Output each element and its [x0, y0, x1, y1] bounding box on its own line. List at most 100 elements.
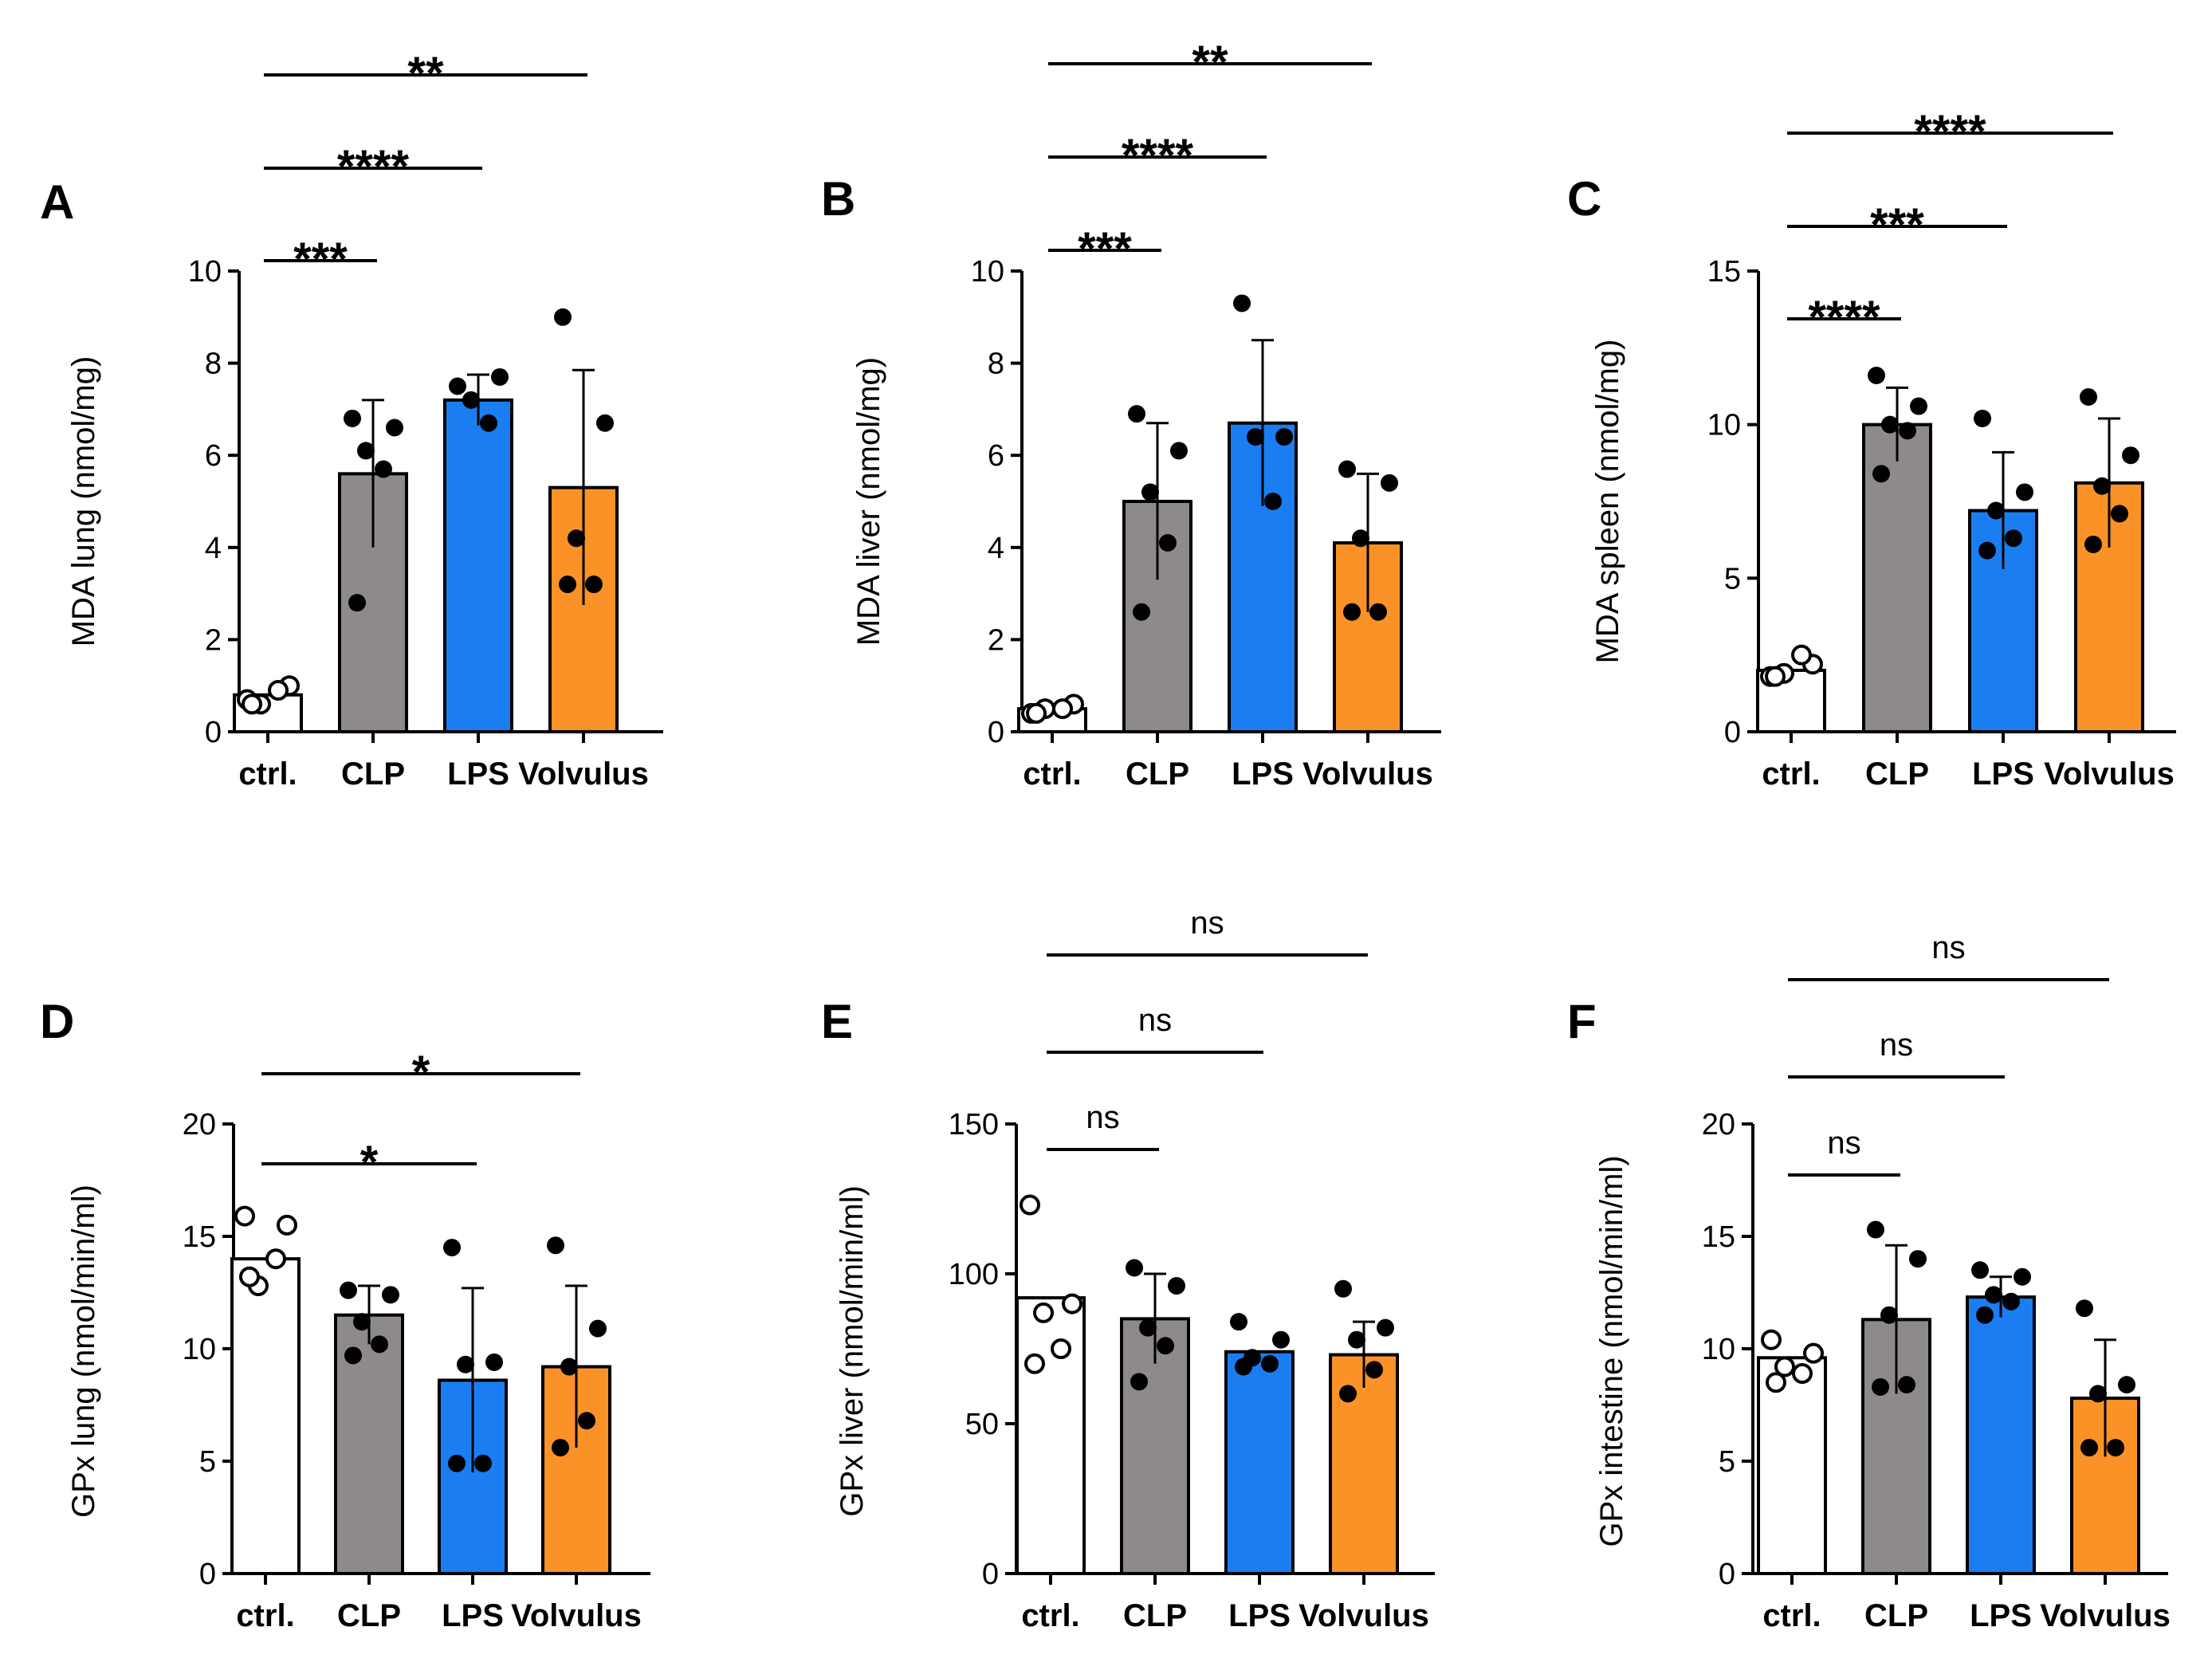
data-point-ctrl — [1765, 666, 1786, 687]
y-tick-label: 5 — [1719, 1445, 1735, 1479]
y-tick-label: 0 — [205, 716, 222, 749]
data-point-clp — [357, 442, 375, 460]
data-point-ctrl — [277, 1214, 297, 1236]
significance-label: *** — [1870, 199, 1924, 251]
data-point-clp — [1880, 1306, 1898, 1324]
data-point-volvulus — [1369, 603, 1387, 621]
significance-label: **** — [337, 141, 410, 193]
significance-label: * — [412, 1047, 430, 1098]
data-point-ctrl — [234, 1205, 255, 1227]
data-point-lps — [1275, 428, 1293, 446]
y-tick-label: 5 — [199, 1445, 216, 1479]
y-tick-label: 150 — [949, 1108, 999, 1141]
y-tick-label: 10 — [1702, 1333, 1735, 1366]
data-point-lps — [480, 414, 497, 432]
x-tick-label-ctrl: ctrl. — [236, 1598, 294, 1633]
data-point-lps — [485, 1353, 503, 1371]
data-point-clp — [1910, 397, 1927, 415]
x-tick-label-ctrl: ctrl. — [1762, 756, 1820, 792]
panel-c: C MDA spleen (nmol/mg) 0 5 10 15 ctrl. CLP LPS Vo… — [1567, 106, 2176, 792]
x-tick-label-ctrl: ctrl. — [1762, 1598, 1821, 1633]
data-point-ctrl — [1024, 1353, 1045, 1374]
significance-label: ns — [1086, 1100, 1119, 1135]
data-point-ctrl — [1766, 1372, 1786, 1393]
data-point-clp — [1133, 603, 1150, 621]
y-tick-label: 8 — [988, 348, 1004, 381]
data-point-clp — [1881, 415, 1899, 434]
data-point-clp — [353, 1313, 371, 1331]
data-point-lps — [474, 1454, 492, 1472]
data-point-clp — [1898, 1376, 1915, 1394]
y-tick-label: 15 — [1702, 1220, 1735, 1254]
y-tick-label: 50 — [965, 1408, 999, 1441]
bar-lps — [1224, 1350, 1295, 1575]
data-point-ctrl — [1052, 698, 1073, 720]
data-point-volvulus — [2118, 1376, 2135, 1394]
x-tick-label-volvulus: Volvulus — [511, 1598, 642, 1633]
y-tick-label: 6 — [205, 439, 222, 473]
y-tick-label: 15 — [183, 1220, 216, 1254]
significance-label: * — [360, 1137, 379, 1189]
data-point-ctrl — [1020, 1194, 1040, 1216]
data-point-volvulus — [547, 1236, 564, 1255]
significance-label: ns — [1138, 1003, 1172, 1038]
data-point-clp — [371, 1335, 388, 1354]
data-point-ctrl — [1761, 1329, 1782, 1350]
data-point-clp — [1868, 367, 1885, 385]
data-point-lps — [1261, 1354, 1279, 1373]
data-point-volvulus — [1338, 460, 1356, 478]
x-tick-label-clp: CLP — [337, 1598, 401, 1633]
data-point-clp — [1170, 442, 1188, 460]
significance-label: ns — [1190, 906, 1224, 941]
y-tick-label: 6 — [988, 439, 1004, 473]
data-point-volvulus — [578, 1412, 595, 1430]
data-point-volvulus — [1348, 1330, 1365, 1349]
data-point-volvulus — [2084, 535, 2102, 553]
data-point-ctrl — [1791, 644, 1812, 666]
data-point-clp — [1909, 1250, 1927, 1268]
y-tick-label: 10 — [188, 255, 222, 289]
significance-label: ns — [1931, 930, 1965, 965]
data-point-volvulus — [552, 1439, 569, 1457]
y-tick-label: 15 — [1707, 255, 1741, 289]
data-point-lps — [1971, 1261, 1989, 1279]
significance-label: *** — [1078, 223, 1132, 275]
data-point-clp — [1157, 1337, 1174, 1355]
data-point-volvulus — [2080, 387, 2097, 406]
panel-e: E GPx liver (nmol/min/ml) 0 50 100 150 ctrl. CL… — [821, 906, 1435, 1633]
x-tick-label-volvulus: Volvulus — [2044, 756, 2175, 792]
data-point-volvulus — [1377, 1318, 1394, 1337]
data-point-volvulus — [2111, 505, 2128, 523]
x-tick-label-clp: CLP — [1126, 756, 1189, 792]
significance-label: ** — [407, 48, 444, 100]
y-tick-label: 0 — [982, 1558, 999, 1591]
y-axis-label: GPx intestine (nmol/min/ml) — [1594, 1155, 1629, 1546]
y-tick-label: 2 — [205, 623, 222, 657]
x-tick-label-lps: LPS — [447, 756, 509, 792]
data-point-clp — [348, 594, 366, 612]
significance-label: ns — [1827, 1126, 1860, 1161]
bar-ctrl — [1757, 1356, 1827, 1576]
panel-letter: D — [40, 995, 74, 1048]
data-point-clp — [1899, 422, 1916, 440]
data-point-clp — [1872, 1377, 1889, 1396]
data-point-volvulus — [568, 529, 585, 548]
data-point-lps — [1974, 409, 1991, 427]
x-tick-label-volvulus: Volvulus — [1299, 1598, 1429, 1633]
y-tick-label: 2 — [988, 623, 1004, 657]
data-point-clp — [1128, 405, 1145, 423]
data-point-volvulus — [560, 1358, 578, 1376]
data-point-lps — [2014, 1267, 2031, 1286]
data-point-lps — [1987, 501, 2005, 520]
y-tick-label: 10 — [971, 255, 1004, 289]
data-point-ctrl — [242, 694, 262, 715]
significance-label: ** — [1192, 37, 1228, 88]
data-point-volvulus — [2076, 1299, 2093, 1318]
x-tick-label-ctrl: ctrl. — [1023, 756, 1081, 792]
y-tick-label: 100 — [949, 1258, 999, 1291]
y-tick-label: 0 — [988, 716, 1004, 749]
data-point-clp — [1168, 1277, 1185, 1295]
data-point-ctrl — [1774, 1356, 1795, 1377]
data-point-volvulus — [2093, 477, 2111, 495]
data-point-lps — [462, 391, 480, 409]
